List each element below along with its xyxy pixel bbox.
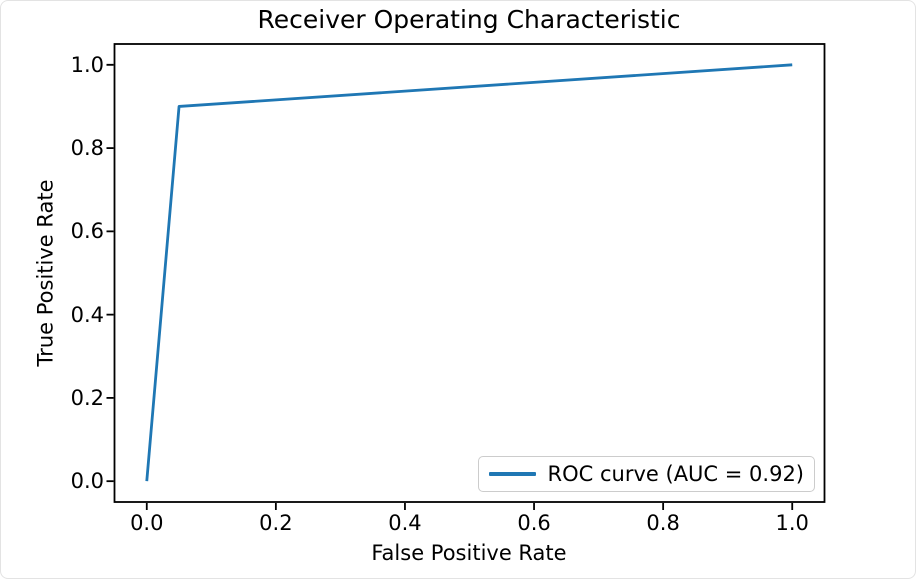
x-tick-label: 1.0 [775, 511, 809, 535]
legend-box: ROC curve (AUC = 0.92) [477, 456, 815, 492]
x-tick-label: 0.0 [130, 511, 164, 535]
chart-title: Receiver Operating Characteristic [257, 5, 681, 34]
y-tick-label: 0.0 [70, 469, 104, 494]
y-tick-label: 0.2 [70, 385, 104, 410]
y-tick-label: 0.4 [70, 302, 104, 327]
x-tick-label: 0.6 [517, 511, 551, 535]
y-tick-label: 0.6 [70, 219, 104, 244]
y-tick-label: 1.0 [70, 52, 104, 77]
y-axis-label: True Positive Rate [33, 179, 58, 367]
legend-line-swatch [488, 472, 536, 476]
axes-frame [113, 43, 826, 503]
x-tick-label: 0.4 [388, 511, 422, 535]
x-tick-label: 0.8 [646, 511, 680, 535]
legend-label: ROC curve (AUC = 0.92) [547, 462, 804, 486]
x-tick-label: 0.2 [259, 511, 293, 535]
y-tick-label: 0.8 [70, 136, 104, 161]
x-axis-label: False Positive Rate [371, 541, 567, 565]
roc-curve-line [145, 63, 793, 482]
